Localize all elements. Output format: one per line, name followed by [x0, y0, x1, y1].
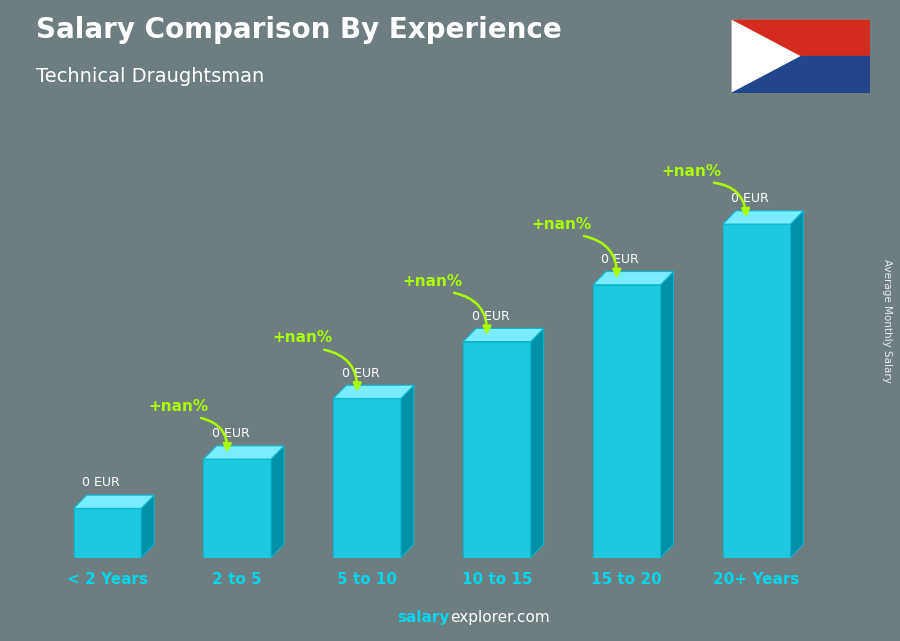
Text: salary: salary — [398, 610, 450, 625]
Polygon shape — [74, 495, 154, 508]
Text: +nan%: +nan% — [148, 399, 209, 413]
Text: +nan%: +nan% — [662, 163, 722, 179]
Text: +nan%: +nan% — [272, 330, 332, 345]
Polygon shape — [203, 459, 271, 558]
Bar — [731, 56, 870, 93]
Text: explorer.com: explorer.com — [450, 610, 550, 625]
Polygon shape — [464, 328, 544, 342]
Text: 0 EUR: 0 EUR — [212, 427, 249, 440]
Polygon shape — [333, 399, 400, 558]
Polygon shape — [790, 211, 804, 558]
Text: Technical Draughtsman: Technical Draughtsman — [36, 67, 265, 87]
Text: 0 EUR: 0 EUR — [601, 253, 639, 266]
Polygon shape — [400, 385, 414, 558]
Text: 0 EUR: 0 EUR — [731, 192, 769, 205]
Text: +nan%: +nan% — [402, 274, 462, 288]
Polygon shape — [141, 495, 154, 558]
Polygon shape — [74, 508, 141, 558]
Polygon shape — [333, 385, 414, 399]
Text: 0 EUR: 0 EUR — [472, 310, 509, 322]
Text: +nan%: +nan% — [532, 217, 592, 231]
Polygon shape — [593, 272, 673, 285]
Polygon shape — [723, 211, 804, 224]
Polygon shape — [593, 285, 661, 558]
Polygon shape — [731, 19, 801, 93]
Polygon shape — [203, 446, 284, 459]
Text: 0 EUR: 0 EUR — [82, 476, 120, 490]
Bar — [731, 19, 870, 56]
Text: Salary Comparison By Experience: Salary Comparison By Experience — [36, 16, 562, 44]
Polygon shape — [464, 342, 531, 558]
Polygon shape — [723, 224, 790, 558]
Polygon shape — [661, 272, 673, 558]
Polygon shape — [271, 446, 284, 558]
Text: 0 EUR: 0 EUR — [342, 367, 380, 379]
Text: Average Monthly Salary: Average Monthly Salary — [881, 258, 892, 383]
Polygon shape — [531, 328, 544, 558]
